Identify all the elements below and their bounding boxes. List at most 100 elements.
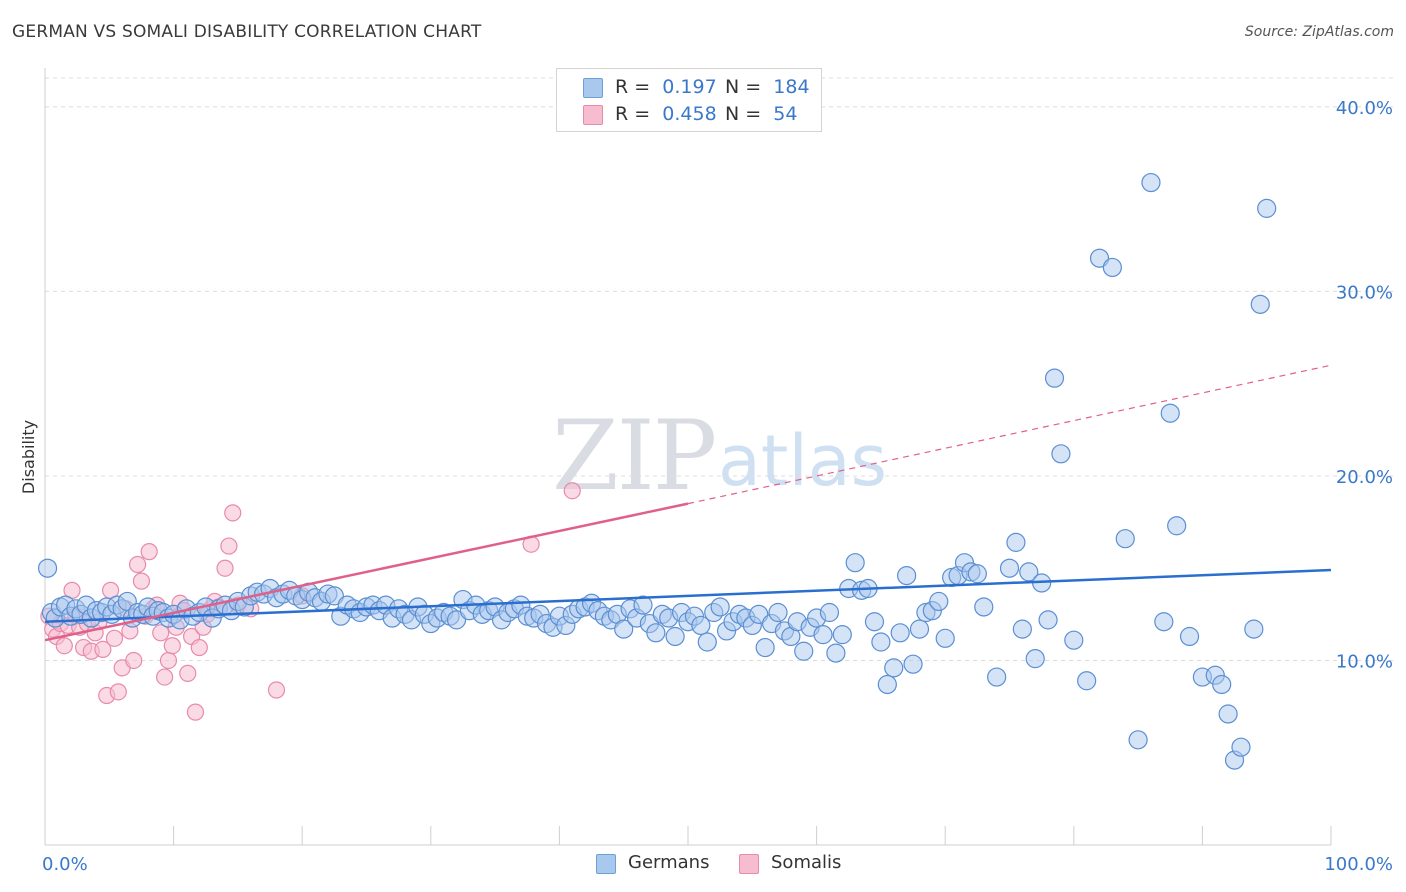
german-point bbox=[877, 674, 897, 695]
german-point bbox=[890, 623, 910, 643]
german-point bbox=[1218, 704, 1238, 724]
german-point bbox=[1064, 630, 1084, 650]
german-point bbox=[324, 586, 344, 606]
german-point bbox=[1006, 532, 1026, 552]
legend-n-label: N = bbox=[725, 103, 762, 125]
somali-point bbox=[140, 543, 158, 561]
legend-n-label: N = bbox=[725, 76, 762, 98]
axes bbox=[44, 68, 1332, 846]
bottom-legend-swatch-germans bbox=[596, 854, 616, 874]
german-point bbox=[1257, 198, 1277, 218]
german-point bbox=[697, 632, 717, 652]
german-point bbox=[864, 612, 885, 632]
german-trend-line bbox=[44, 568, 1332, 623]
legend-n-value-germans: 184 bbox=[773, 76, 810, 98]
somali-point bbox=[152, 624, 170, 642]
german-points bbox=[37, 172, 1277, 770]
bottom-legend-label-germans: Germans bbox=[628, 852, 710, 873]
german-point bbox=[1115, 529, 1135, 549]
german-point bbox=[446, 610, 467, 630]
german-point bbox=[999, 558, 1020, 578]
german-point bbox=[1012, 619, 1032, 639]
german-point bbox=[1160, 403, 1180, 423]
chart-title: GERMAN VS SOMALI DISABILITY CORRELATION … bbox=[12, 22, 482, 42]
german-point bbox=[1167, 516, 1187, 536]
german-point bbox=[1128, 730, 1148, 750]
y-tick-label: 20.0% bbox=[1336, 467, 1393, 488]
somali-point bbox=[94, 640, 112, 659]
tick-labels: 10.0% 20.0% 30.0% 40.0% 0.0% 100.0% Disability bbox=[19, 98, 1393, 875]
somali-point bbox=[105, 629, 124, 647]
german-point bbox=[845, 553, 865, 573]
correlation-legend: R = 0.197 N = 184 R = 0.458 N = 54 bbox=[556, 68, 822, 132]
german-point bbox=[1089, 248, 1110, 268]
bottom-legend-swatch-somalis bbox=[739, 854, 759, 874]
german-point bbox=[37, 558, 58, 578]
german-point bbox=[871, 632, 891, 652]
german-point bbox=[1102, 257, 1122, 278]
german-point bbox=[1154, 612, 1174, 632]
german-point bbox=[1077, 671, 1097, 691]
german-point bbox=[646, 623, 666, 643]
german-point bbox=[1044, 368, 1065, 388]
german-point bbox=[1025, 649, 1045, 669]
german-point bbox=[691, 615, 711, 636]
german-point bbox=[1212, 674, 1232, 695]
y-tick-label: 30.0% bbox=[1336, 282, 1393, 303]
somali-point bbox=[216, 559, 234, 577]
somali-point bbox=[163, 637, 181, 655]
somali-trend-line bbox=[44, 502, 689, 642]
german-point bbox=[935, 628, 955, 648]
german-point bbox=[1244, 619, 1264, 639]
somali-point bbox=[224, 504, 242, 522]
somali-point bbox=[125, 651, 143, 670]
german-point bbox=[832, 625, 852, 645]
german-point bbox=[1141, 172, 1161, 193]
german-point bbox=[909, 619, 930, 639]
y-tick-label: 10.0% bbox=[1336, 651, 1393, 672]
german-point bbox=[794, 641, 814, 661]
somali-trend-extension bbox=[687, 364, 1332, 505]
german-point bbox=[813, 625, 833, 645]
bottom-legend-label-somalis: Somalis bbox=[771, 852, 842, 873]
german-point bbox=[884, 658, 904, 678]
german-point bbox=[1019, 562, 1039, 582]
somali-points bbox=[40, 482, 581, 721]
y-axis-label: Disability bbox=[19, 420, 38, 494]
legend-r-value-somalis: 0.458 bbox=[662, 103, 717, 125]
german-point bbox=[1231, 737, 1251, 757]
legend-r-label: R = bbox=[615, 103, 651, 125]
x-tick-label: 0.0% bbox=[42, 854, 88, 875]
german-point bbox=[897, 565, 917, 586]
somali-point bbox=[179, 664, 197, 682]
legend-r-label: R = bbox=[615, 76, 651, 98]
german-point bbox=[768, 602, 788, 623]
somali-point bbox=[267, 681, 286, 699]
y-tick-label: 40.0% bbox=[1336, 98, 1393, 119]
somali-point bbox=[132, 572, 151, 590]
german-point bbox=[633, 595, 653, 615]
german-point bbox=[929, 591, 949, 612]
legend-n-value-somalis: 54 bbox=[773, 103, 798, 125]
somali-point bbox=[186, 703, 205, 721]
x-tick-label: 100.0% bbox=[1324, 854, 1393, 875]
german-point bbox=[755, 637, 775, 658]
somali-point bbox=[159, 651, 178, 670]
german-point bbox=[1038, 610, 1058, 630]
german-point bbox=[614, 619, 634, 639]
german-point bbox=[974, 597, 994, 617]
legend-swatch-germans bbox=[583, 78, 603, 98]
german-point bbox=[987, 667, 1007, 687]
german-point bbox=[1250, 294, 1270, 314]
german-point bbox=[819, 602, 840, 623]
somali-point bbox=[109, 683, 127, 701]
german-point bbox=[710, 597, 730, 617]
german-point bbox=[826, 643, 846, 663]
legend-r-value-germans: 0.197 bbox=[662, 76, 717, 98]
german-point bbox=[1179, 626, 1200, 647]
german-point bbox=[1051, 444, 1071, 464]
trend-lines bbox=[44, 364, 1332, 642]
somali-point bbox=[128, 555, 147, 574]
source-label: Source: ZipAtlas.com bbox=[1244, 24, 1394, 40]
